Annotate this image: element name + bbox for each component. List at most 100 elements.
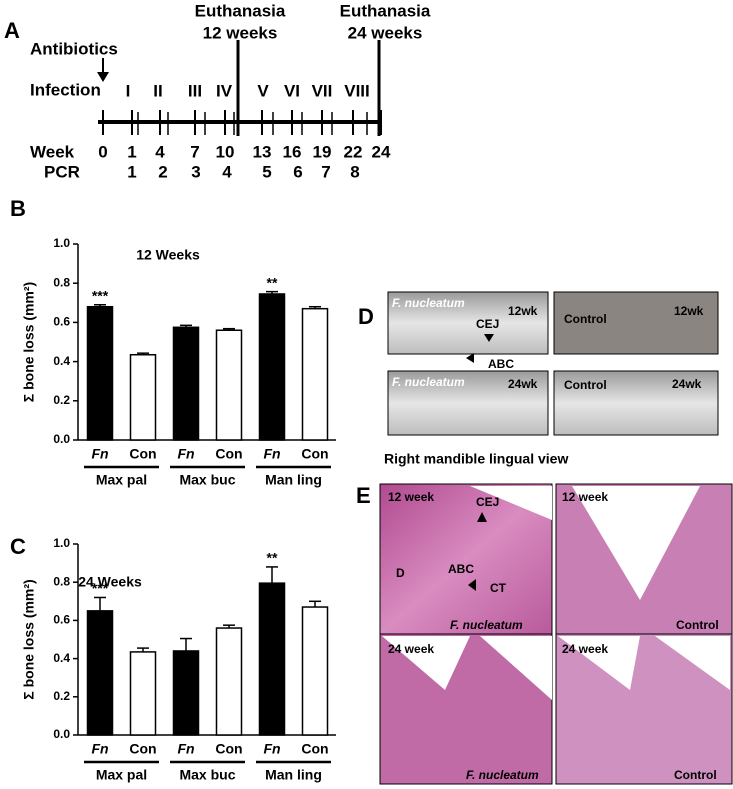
euthanasia-label: 24 weeks <box>348 23 423 42</box>
micrograph-label: CT <box>490 581 507 595</box>
bar <box>258 582 286 736</box>
week-number: 19 <box>313 142 332 161</box>
week-number: 0 <box>98 142 107 161</box>
bar <box>172 326 200 441</box>
pcr-number: 5 <box>262 162 271 181</box>
y-tick-label: 0.2 <box>53 393 70 407</box>
significance: ** <box>267 274 278 290</box>
infection-number: IV <box>216 81 233 100</box>
x-tick-label: Fn <box>177 446 194 462</box>
euthanasia-label: Euthanasia <box>195 1 286 20</box>
pcr-number: 8 <box>350 162 359 181</box>
pcr-number: 1 <box>127 162 136 181</box>
micrograph-label: CEJ <box>476 495 499 509</box>
antibiotics-label: Antibiotics <box>30 39 118 58</box>
bar <box>129 651 157 736</box>
photo-label: Control <box>564 378 607 392</box>
significance: *** <box>92 580 109 596</box>
bar <box>86 610 114 736</box>
photo-label: 12wk <box>674 304 704 318</box>
photo-label: Control <box>564 312 607 326</box>
photo-label: F. nucleatum <box>392 375 465 389</box>
x-tick-label: Con <box>301 741 328 757</box>
x-tick-label: Fn <box>91 446 108 462</box>
x-tick-label: Con <box>129 446 156 462</box>
micrograph-label: D <box>396 566 405 580</box>
bar <box>301 307 329 441</box>
bar <box>86 305 114 441</box>
y-tick-label: 0.6 <box>53 613 70 627</box>
y-tick-label: 0.0 <box>53 432 70 446</box>
arrow-head <box>97 72 109 82</box>
micrograph-label: F. nucleatum <box>450 618 523 632</box>
photo-label: CEJ <box>476 317 499 331</box>
photo <box>553 370 719 436</box>
panel-letter: C <box>10 534 26 559</box>
photo <box>387 370 549 436</box>
infection-number: VIII <box>344 81 370 100</box>
infection-number: VII <box>312 81 333 100</box>
y-tick-label: 0.6 <box>53 315 70 329</box>
infection-label: Infection <box>30 80 101 99</box>
x-tick-label: Fn <box>177 741 194 757</box>
pcr-number: 4 <box>222 162 232 181</box>
y-tick-label: 1.0 <box>53 536 70 550</box>
chart-title: 24 Weeks <box>78 574 142 590</box>
micrograph-label: F. nucleatum <box>466 768 539 782</box>
photo <box>553 291 719 355</box>
y-tick-label: 0.2 <box>53 689 70 703</box>
space <box>470 486 552 520</box>
infection-number: I <box>126 81 131 100</box>
y-tick-label: 1.0 <box>53 236 70 250</box>
space <box>480 636 552 700</box>
group-label: Max buc <box>179 472 235 488</box>
arrow-head <box>466 353 474 363</box>
space <box>572 486 700 600</box>
x-tick-label: Fn <box>91 741 108 757</box>
y-axis-label: Σ bone loss (mm²) <box>21 579 37 699</box>
pcr-label: PCR <box>44 162 80 181</box>
week-number: 7 <box>190 142 199 161</box>
y-axis-label: Σ bone loss (mm²) <box>21 282 37 402</box>
infection-number: V <box>257 81 269 100</box>
week-number: 24 <box>372 142 391 161</box>
photo-label: F. nucleatum <box>392 296 465 310</box>
arrow-head <box>477 512 487 522</box>
photo-label: 24wk <box>672 377 702 391</box>
week-number: 1 <box>127 142 136 161</box>
panel-letter: A <box>4 18 20 43</box>
photo-label: ABC <box>488 357 514 371</box>
infection-number: II <box>153 81 162 100</box>
week-number: 16 <box>283 142 302 161</box>
x-tick-label: Con <box>215 741 242 757</box>
photo-label: 24wk <box>508 377 538 391</box>
space <box>558 636 640 690</box>
group-label: Man ling <box>265 472 322 488</box>
group-label: Man ling <box>265 767 322 783</box>
pcr-number: 6 <box>293 162 302 181</box>
pcr-number: 3 <box>191 162 200 181</box>
x-tick-label: Con <box>129 741 156 757</box>
pcr-number: 7 <box>321 162 330 181</box>
euthanasia-label: Euthanasia <box>340 1 431 20</box>
arrow-head <box>468 579 476 591</box>
photo-label: 12wk <box>508 304 538 318</box>
x-tick-label: Con <box>301 446 328 462</box>
micrograph-label: Control <box>676 618 719 632</box>
infection-number: VI <box>284 81 300 100</box>
y-tick-label: 0.4 <box>53 354 70 368</box>
x-tick-label: Con <box>215 446 242 462</box>
week-number: 10 <box>216 142 235 161</box>
group-label: Max pal <box>96 472 147 488</box>
week-number: 13 <box>253 142 272 161</box>
micrograph-label: 24 week <box>562 642 608 656</box>
pcr-number: 2 <box>158 162 167 181</box>
week-number: 4 <box>155 142 165 161</box>
histology-panel: E 12 week CEJ D ABC CT F. nucleatum 12 w… <box>356 483 733 785</box>
bar <box>172 650 200 736</box>
timeline-panel: A Antibiotics Infection Euthanasia 12 we… <box>4 1 431 181</box>
significance: *** <box>92 287 109 303</box>
week-label: Week <box>30 142 75 161</box>
y-tick-label: 0.0 <box>53 727 70 741</box>
